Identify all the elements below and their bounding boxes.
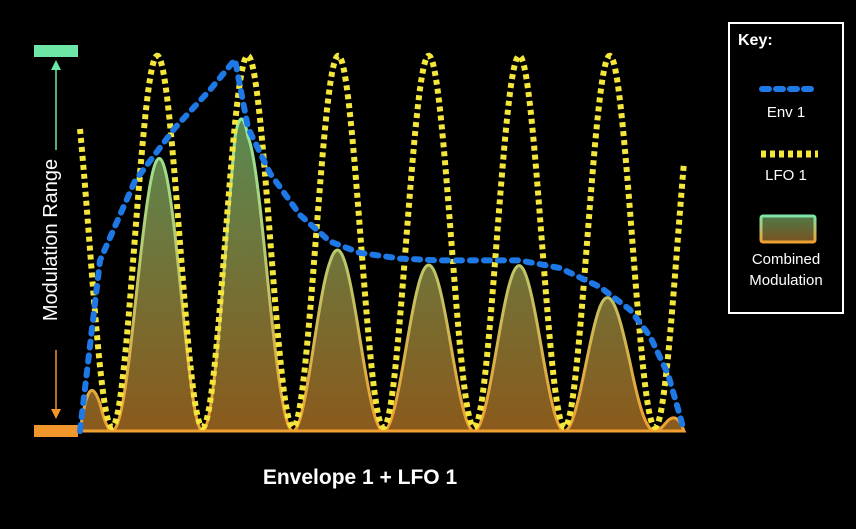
- combined-modulation-curve: [78, 117, 687, 433]
- combined-legend-swatch: [759, 214, 817, 244]
- chart-title: Envelope 1 + LFO 1: [262, 466, 458, 489]
- plot-area: [77, 52, 687, 434]
- arrow-down-icon: [51, 409, 61, 419]
- lfo-legend-label: LFO 1: [765, 167, 807, 184]
- range-min-marker: [34, 425, 78, 437]
- lfo-legend-swatch: [761, 150, 818, 158]
- combined-legend-label: Combined Modulation: [749, 251, 823, 289]
- arrow-up-icon: [51, 60, 61, 70]
- env-1-curve: [77, 52, 687, 434]
- env-legend-swatch: [759, 86, 818, 92]
- range-max-marker: [34, 45, 78, 57]
- lfo-1-curve: [77, 52, 687, 431]
- env-legend-label: Env 1: [766, 104, 806, 121]
- key-title: Key:: [738, 32, 773, 49]
- key-legend: Key: Env 1 LFO 1 Combined Modulation: [728, 22, 844, 314]
- modulation-range-label: Modulation Range: [40, 80, 66, 400]
